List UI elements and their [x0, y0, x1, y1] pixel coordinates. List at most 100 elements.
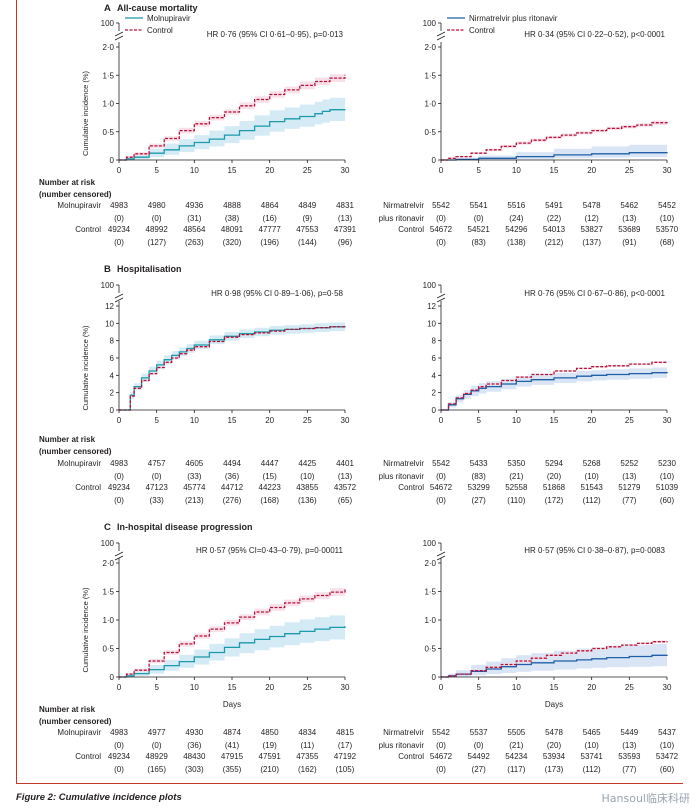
panel-a-left-risk-treat-count: 4980	[148, 201, 166, 210]
panel-c-left-y-tick-label: 0	[110, 673, 115, 682]
panel-a-right-legend-label-control: Control	[469, 26, 495, 35]
panel-b-left-risk-control-censored: (65)	[338, 496, 353, 505]
panel-c-right-risk-treat-censored: (10)	[660, 741, 675, 750]
panel-a-left-risk-treat-censored: (31)	[187, 214, 202, 223]
panel-c-right-risk-treat-count: 5505	[507, 728, 525, 737]
panel-b-left-risk-control-censored: (276)	[223, 496, 242, 505]
panel-b-right-risk-treat-censored: (83)	[472, 472, 487, 481]
panel-a-left-risk-control-count: 47391	[334, 225, 357, 234]
panel-a-left-risk-control-censored: (144)	[298, 238, 317, 247]
panel-c-left-risk-treat-count: 4930	[185, 728, 203, 737]
panel-a-right-y-tick-label: 1·0	[424, 100, 436, 109]
panel-a-left-risk-treat-censored: (38)	[225, 214, 240, 223]
panel-b-left-risk-control-censored: (213)	[185, 496, 204, 505]
panel-a-left-letter: A	[104, 3, 111, 14]
panel-b-right-axis-break-mark	[436, 293, 446, 299]
panel-a-left-ci-band-control	[119, 70, 345, 160]
panel-a-left-risk-treat-censored: (16)	[263, 214, 278, 223]
panel-b-left-letter: B	[104, 264, 111, 275]
panel-a-left-risk-control-censored: (127)	[147, 238, 166, 247]
panel-c-right-hr-text: HR 0·57 (95% CI 0·38–0·87), p=0·0083	[524, 546, 665, 555]
panel-b-left-risk-treat-censored: (10)	[300, 472, 315, 481]
panel-c-right-y-tick-label: 1·0	[424, 616, 436, 625]
panel-b-left-x-tick-label: 30	[341, 416, 350, 425]
panel-a-left-risk-treat-count: 4831	[336, 201, 354, 210]
panel-a-left-x-tick-label: 5	[154, 166, 159, 175]
panel-b-right-y-tick-label: 10	[427, 319, 436, 328]
panel-b-left-x-tick-label: 5	[154, 416, 159, 425]
panel-b-right-ci-band-treatment	[441, 366, 667, 410]
panel-c-left-risk-header-sub: (number censored)	[39, 717, 112, 726]
panel-b-left-axis-break-mark	[114, 297, 124, 303]
panel-c-left-risk-control-censored: (355)	[223, 765, 242, 774]
panel-b-left-risk-control-censored: (136)	[298, 496, 317, 505]
panel-b-left-risk-treat-count: 4983	[110, 459, 128, 468]
panel-a-right-x-tick-label: 10	[512, 166, 521, 175]
panel-c-right-x-axis-label: Days	[545, 700, 563, 709]
panel-a-right-risk-control-censored: (83)	[472, 238, 487, 247]
panel-c-right-risk-control-censored: (77)	[622, 765, 637, 774]
panel-a-left-risk-control-count: 48091	[221, 225, 244, 234]
panel-c-right-ci-band-control	[441, 639, 667, 677]
panel-c-left-y-tick-label: 0·5	[102, 645, 114, 654]
panel-c-left-risk-control-count: 48929	[146, 752, 169, 761]
panel-a-left-x-tick-label: 0	[117, 166, 122, 175]
panel-c-left-risk-control-censored: (162)	[298, 765, 317, 774]
panel-a-left-risk-treat-count: 4983	[110, 201, 128, 210]
panel-a-left-x-tick-label: 10	[190, 166, 199, 175]
panel-c-right-x-tick-label: 30	[663, 683, 672, 692]
panel-a-right-risk-treat-count: 5542	[432, 201, 450, 210]
panel-b-left-hr-text: HR 0·98 (95% CI 0·89–1·06), p=0·58	[211, 289, 343, 298]
panel-b-left-y-break-label: 100	[101, 281, 115, 290]
panel-a-right-x-tick-label: 25	[625, 166, 634, 175]
panel-a-left-axis-break-mark	[114, 31, 124, 37]
panel-b-right-y-tick-label: 4	[432, 371, 437, 380]
panel-b-left-risk-control-censored: (33)	[150, 496, 165, 505]
panel-c-right-risk-treat-count: 5478	[545, 728, 563, 737]
panel-c-left-risk-treat-count: 4983	[110, 728, 128, 737]
panel-b-left-y-tick-label: 0	[110, 406, 115, 415]
panel-a-right-risk-label-treatment-line2: plus ritonavir	[379, 214, 425, 223]
panel-a-right-ci-band-treatment	[441, 143, 667, 160]
panel-c-right-risk-control-count: 54234	[505, 752, 528, 761]
panel-b-left-x-tick-label: 15	[228, 416, 237, 425]
panel-b-left-risk-treat-count: 4757	[148, 459, 166, 468]
panel-a-right-risk-treat-censored: (12)	[585, 214, 600, 223]
panel-b-left-risk-control-count: 44223	[259, 483, 282, 492]
panel-c-left-x-axis-label: Days	[223, 700, 241, 709]
panel-a-left-risk-control-censored: (196)	[260, 238, 279, 247]
panel-c-right-axis-break-mark	[436, 551, 446, 557]
panel-b-left-risk-control-count: 43855	[296, 483, 319, 492]
panel-a-left-risk-control-count: 47553	[296, 225, 319, 234]
panel-b-left-line-control	[119, 325, 346, 411]
panel-b-right-risk-control-count: 51868	[543, 483, 566, 492]
panel-a-right-risk-control-censored: (68)	[660, 238, 675, 247]
panel-a-left-risk-treat-censored: (0)	[152, 214, 162, 223]
panel-b-right-risk-treat-censored: (20)	[547, 472, 562, 481]
panel-b-right-risk-control-censored: (172)	[545, 496, 564, 505]
panel-c-right-ci-band-treatment	[441, 643, 667, 677]
panel-a-left-risk-treat-censored: (9)	[302, 214, 312, 223]
panel-a-right-y-tick-label: 0	[432, 156, 437, 165]
panel-a-left-y-axis-label: Cumulative incidence (%)	[81, 70, 90, 156]
panel-c-left-risk-label-control: Control	[75, 752, 101, 761]
panel-b-left-axis-break-mark	[114, 293, 124, 299]
panel-b-right-risk-control-censored: (77)	[622, 496, 637, 505]
panel-b-left-risk-treat-count: 4425	[298, 459, 316, 468]
panel-c-left-risk-control-censored: (165)	[147, 765, 166, 774]
panel-b-left-risk-treat-censored: (33)	[187, 472, 202, 481]
panel-b-left-risk-header-sub: (number censored)	[39, 447, 112, 456]
panel-a-right-x-tick-label: 15	[550, 166, 559, 175]
panel-b-left-risk-control-count: 49234	[108, 483, 131, 492]
panel-b-right-ci-band-control	[441, 360, 667, 410]
panel-b-right-risk-label-treatment-line2: plus ritonavir	[379, 472, 425, 481]
panel-c-right-risk-control-count: 53934	[543, 752, 566, 761]
panel-b-right-risk-treat-censored: (10)	[660, 472, 675, 481]
panel-c-right-risk-treat-censored: (20)	[547, 741, 562, 750]
panel-c-right-risk-control-count: 53741	[581, 752, 604, 761]
figure-frame	[16, 0, 683, 784]
panel-c-right-risk-control-censored: (112)	[583, 765, 601, 774]
panel-a-left-risk-header: Number at risk	[39, 178, 96, 187]
panel-b-right-risk-control-censored: (0)	[436, 496, 446, 505]
panel-a-left-risk-control-count: 48992	[146, 225, 169, 234]
